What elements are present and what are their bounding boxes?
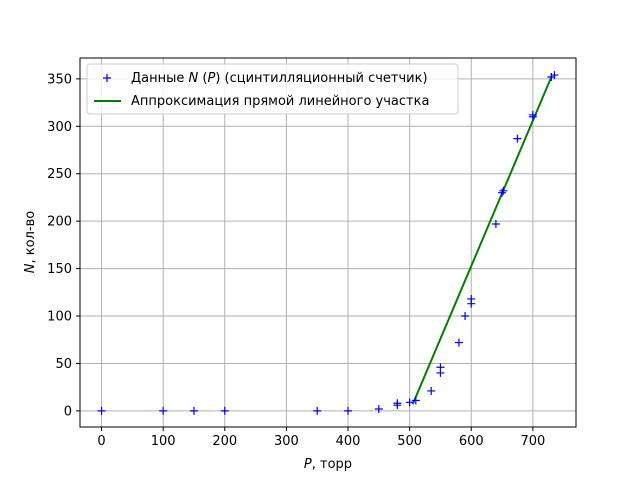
y-axis-label: N, кол-во xyxy=(23,211,38,273)
data-point xyxy=(393,399,402,408)
x-axis-label: P, торр xyxy=(304,457,352,472)
x-tick-layer: 0 100 200 300 400 500 600 700 xyxy=(97,427,545,449)
data-point xyxy=(498,188,507,197)
x-tick-label: 0 xyxy=(97,434,105,449)
y-tick-label: 0 xyxy=(64,404,72,419)
data-point xyxy=(427,386,436,395)
data-point xyxy=(344,406,353,415)
data-point xyxy=(528,110,537,119)
x-tick-label: 300 xyxy=(274,434,299,449)
y-tick-label: 250 xyxy=(47,167,72,182)
data-point xyxy=(220,406,229,415)
x-axis-unit: , торр xyxy=(312,457,352,472)
data-point xyxy=(461,312,470,321)
y-tick-layer: 0 50 100 150 200 250 300 350 xyxy=(47,72,80,419)
x-tick-label: 100 xyxy=(151,434,176,449)
y-axis-unit: , кол-во xyxy=(23,211,38,264)
data-point xyxy=(467,294,476,303)
x-tick-label: 600 xyxy=(459,434,484,449)
data-point xyxy=(513,134,522,143)
data-point xyxy=(411,396,420,405)
data-point xyxy=(313,406,322,415)
y-tick-label: 350 xyxy=(47,72,72,87)
fit-line-layer xyxy=(411,76,553,405)
data-point xyxy=(499,186,508,195)
legend-plus-marker xyxy=(103,74,111,82)
data-point xyxy=(550,71,559,80)
data-point xyxy=(374,404,383,413)
x-tick-label: 700 xyxy=(520,434,545,449)
x-tick-label: 200 xyxy=(212,434,237,449)
data-marker-layer xyxy=(97,71,559,415)
data-point xyxy=(454,338,463,347)
y-axis-variable: N xyxy=(23,263,38,273)
legend-box xyxy=(86,63,459,115)
y-tick-label: 100 xyxy=(47,310,72,325)
data-point xyxy=(97,406,106,415)
y-tick-label: 150 xyxy=(47,262,72,277)
fit-line xyxy=(411,76,553,405)
plot-frame xyxy=(79,57,577,428)
data-point xyxy=(189,406,198,415)
legend: Данные N (P) (сцинтилляционный счетчик) … xyxy=(86,63,459,115)
data-point xyxy=(491,220,500,229)
legend-label-data: Данные N (P) (сцинтилляционный счетчик) xyxy=(131,71,428,86)
x-tick-label: 400 xyxy=(336,434,361,449)
data-point xyxy=(159,406,168,415)
y-tick-label: 50 xyxy=(55,357,72,372)
data-point xyxy=(436,363,445,372)
x-axis-variable: P xyxy=(304,457,312,472)
data-point xyxy=(405,398,414,407)
legend-label-fit: Аппроксимация прямой линейного участка xyxy=(131,94,429,109)
x-tick-label: 500 xyxy=(397,434,422,449)
y-tick-label: 300 xyxy=(47,120,72,135)
legend-marker-data xyxy=(103,74,111,82)
y-tick-label: 200 xyxy=(47,215,72,230)
